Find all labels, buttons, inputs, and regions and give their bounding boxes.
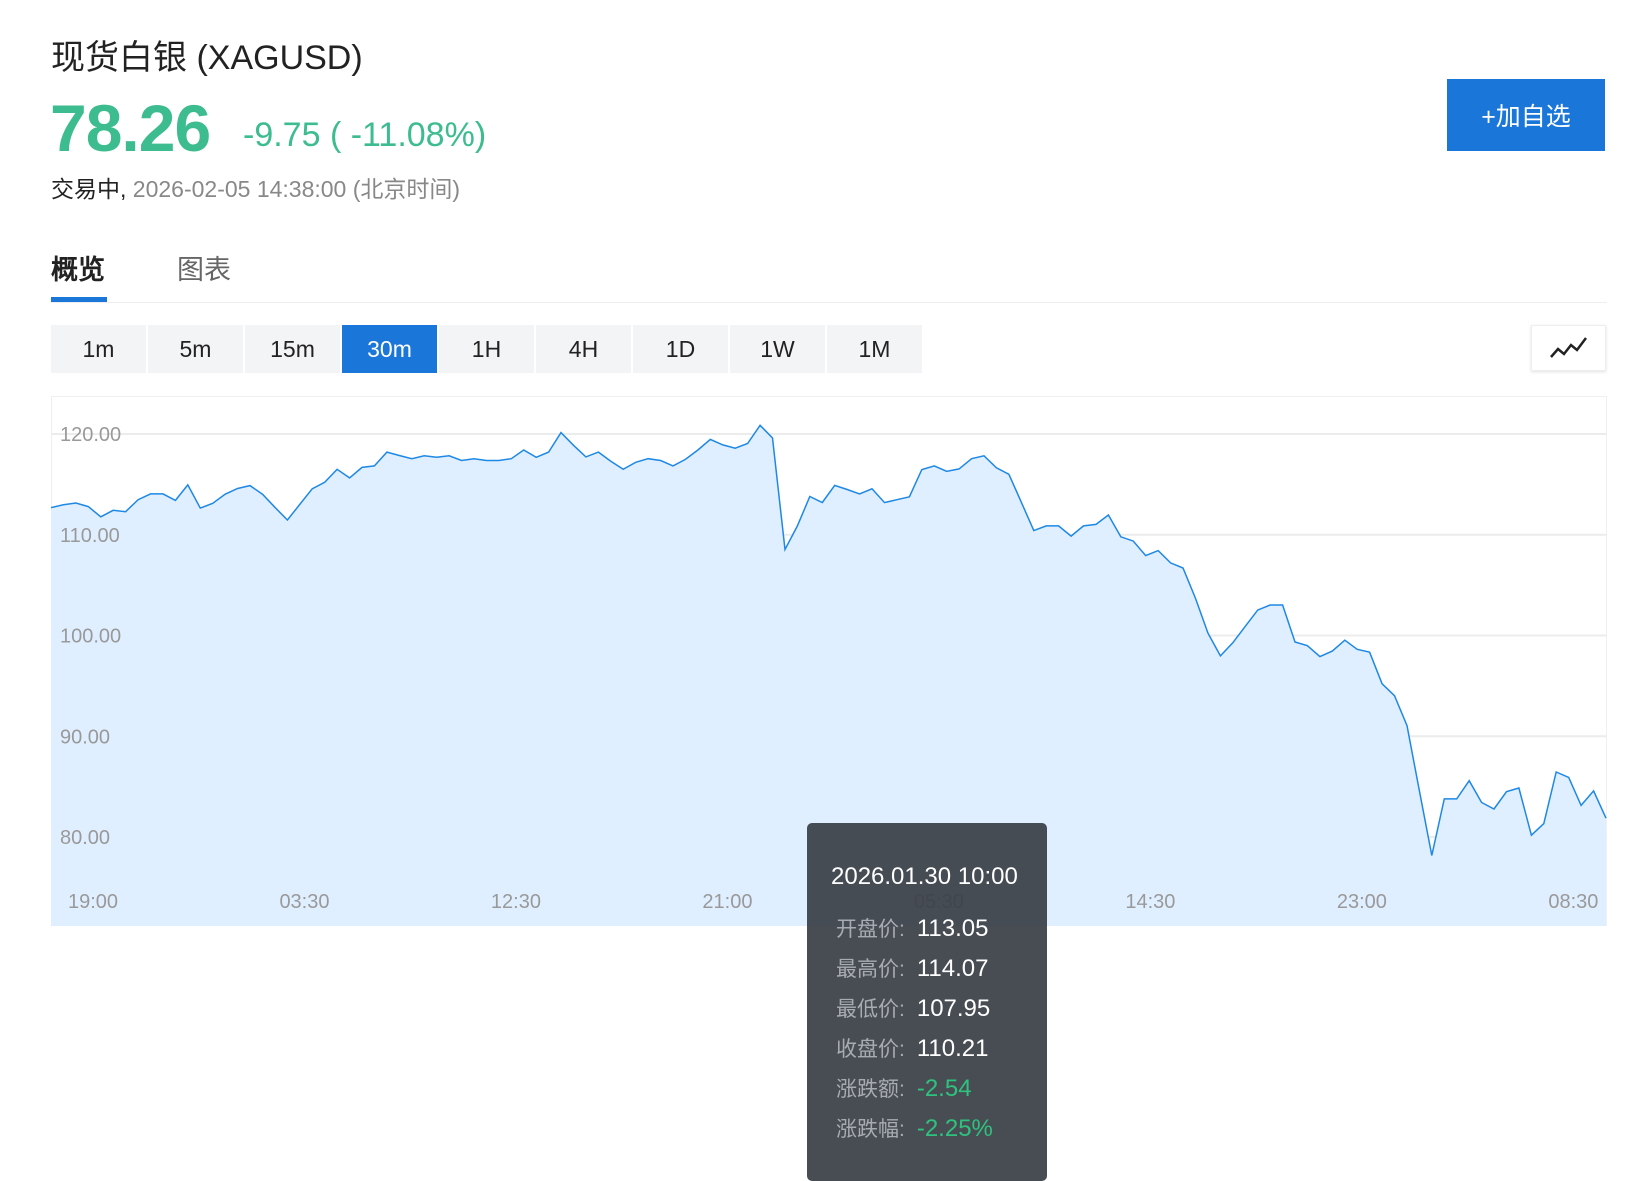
x-tick-label: 03:30 xyxy=(279,891,329,913)
tooltip-low: 最低价: 107.95 xyxy=(836,995,991,1022)
tab-divider xyxy=(51,302,1607,303)
add-watchlist-button[interactable]: +加自选 xyxy=(1447,79,1605,151)
chart-tooltip: 2026.01.30 10:00 开盘价: 113.05 最高价: 114.07 最… xyxy=(807,823,1047,1181)
y-tick-label: 110.00 xyxy=(60,525,120,547)
tooltip-close: 收盘价: 110.21 xyxy=(836,1035,989,1062)
interval-15m[interactable]: 15m xyxy=(245,325,340,373)
tooltip-date: 2026.01.30 10:00 xyxy=(831,863,1018,890)
interval-1m[interactable]: 1m xyxy=(51,325,146,373)
active-tab-indicator xyxy=(51,297,107,302)
interval-1d[interactable]: 1D xyxy=(633,325,728,373)
timestamp: 2026-02-05 14:38:00 (北京时间) xyxy=(132,176,461,202)
y-tick-label: 100.00 xyxy=(60,626,121,648)
status-label: 交易中, xyxy=(51,176,127,202)
price-line xyxy=(51,424,1607,856)
current-price: 78.26 xyxy=(50,91,211,165)
price-change: -9.75 ( -11.08%) xyxy=(243,116,487,154)
x-tick-label: 12:30 xyxy=(491,891,541,913)
chart-type-button[interactable] xyxy=(1531,325,1606,371)
x-tick-label: 14:30 xyxy=(1125,891,1175,913)
tooltip-change: 涨跌额: -2.54 xyxy=(836,1075,972,1102)
interval-5m[interactable]: 5m xyxy=(148,325,243,373)
x-tick-label: 19:00 xyxy=(68,891,118,913)
tooltip-open: 开盘价: 113.05 xyxy=(836,915,989,942)
interval-selector: 1m 5m 15m 30m 1H 4H 1D 1W 1M xyxy=(51,325,922,373)
tab-overview[interactable]: 概览 xyxy=(51,255,105,285)
y-tick-label: 90.00 xyxy=(60,726,110,748)
tooltip-high: 最高价: 114.07 xyxy=(836,955,989,982)
tab-chart[interactable]: 图表 xyxy=(177,255,231,285)
page-title: 现货白银 (XAGUSD) xyxy=(51,39,363,77)
x-tick-label: 08:30 xyxy=(1548,891,1598,913)
trading-status: 交易中, 2026-02-05 14:38:00 (北京时间) xyxy=(51,170,460,204)
interval-1w[interactable]: 1W xyxy=(730,325,825,373)
interval-4h[interactable]: 4H xyxy=(536,325,631,373)
price-area xyxy=(51,425,1606,926)
line-chart-icon xyxy=(1549,337,1587,358)
x-tick-label: 23:00 xyxy=(1337,891,1387,913)
tooltip-change-pct: 涨跌幅: -2.25% xyxy=(836,1115,993,1142)
interval-1h[interactable]: 1H xyxy=(439,325,534,373)
y-tick-label: 120.00 xyxy=(60,424,121,446)
interval-30m[interactable]: 30m xyxy=(342,325,437,373)
y-tick-label: 80.00 xyxy=(60,827,110,849)
x-tick-label: 21:00 xyxy=(702,891,752,913)
price-chart[interactable]: 120.00 110.00 100.00 90.00 80.00 19:00 03:30 1… xyxy=(51,396,1607,1181)
interval-1mo[interactable]: 1M xyxy=(827,325,922,373)
